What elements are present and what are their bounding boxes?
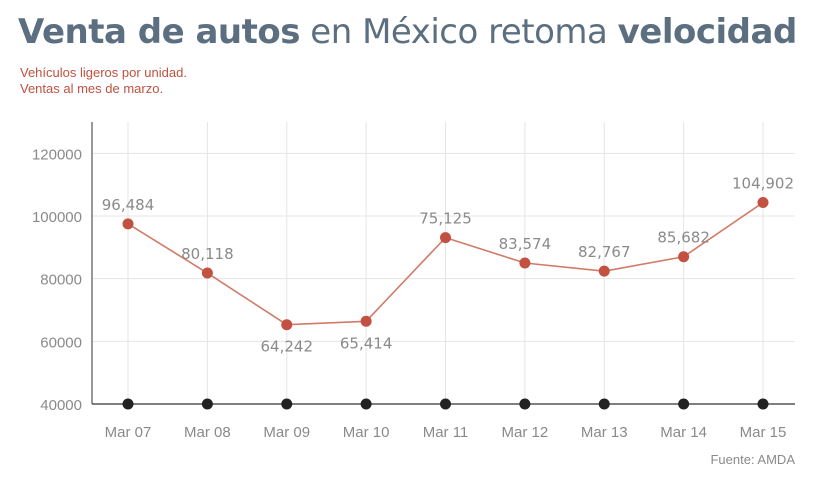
title-part-bold-1: Venta de autos: [18, 12, 300, 52]
y-tick-label: 40000: [40, 397, 82, 414]
data-point: [122, 218, 134, 230]
data-label: 80,118: [181, 245, 234, 263]
x-tick-label: Mar 12: [502, 424, 549, 441]
data-point: [360, 315, 372, 327]
y-tick-label: 60000: [40, 334, 82, 351]
x-tick-label: Mar 13: [581, 424, 628, 441]
baseline-marker: [678, 398, 690, 410]
data-label: 65,414: [340, 334, 393, 352]
data-label: 83,574: [499, 235, 552, 253]
title-part-regular: en México retoma: [299, 12, 618, 52]
baseline-marker: [598, 398, 610, 410]
data-point: [519, 257, 531, 269]
data-point: [757, 197, 769, 209]
x-tick-label: Mar 11: [423, 424, 469, 441]
baseline-marker: [201, 398, 213, 410]
y-tick-label: 100000: [32, 209, 82, 226]
chart-title: Venta de autos en México retoma velocida…: [18, 12, 797, 52]
data-label: 96,484: [102, 196, 155, 214]
data-point: [678, 251, 690, 263]
x-tick-label: Mar 07: [105, 424, 152, 441]
data-point: [201, 267, 213, 279]
data-label: 85,682: [657, 229, 710, 247]
x-tick-label: Mar 15: [740, 424, 787, 441]
subtitle-line-2: Ventas al mes de marzo.: [20, 81, 164, 96]
data-label: 82,767: [578, 243, 631, 261]
data-point: [440, 232, 451, 244]
baseline-marker: [122, 398, 134, 410]
baseline-marker: [440, 398, 451, 410]
baseline-marker: [360, 398, 372, 410]
data-label: 104,902: [732, 175, 794, 193]
data-point: [281, 319, 293, 331]
x-tick-label: Mar 09: [263, 424, 310, 441]
x-tick-label: Mar 08: [184, 424, 231, 441]
subtitle-line-1: Vehículos ligeros por unidad.: [20, 65, 187, 80]
baseline-marker: [519, 398, 531, 410]
y-tick-label: 120000: [32, 146, 82, 163]
baseline-marker: [281, 398, 293, 410]
data-label: 64,242: [261, 338, 314, 356]
source-note: Fuente: AMDA: [710, 452, 795, 467]
data-label: 75,125: [419, 210, 472, 228]
baseline-marker: [757, 398, 769, 410]
x-tick-label: Mar 10: [343, 424, 390, 441]
x-tick-label: Mar 14: [660, 424, 707, 441]
data-point: [598, 265, 610, 277]
y-tick-label: 80000: [40, 272, 82, 289]
title-part-bold-2: velocidad: [617, 12, 798, 52]
